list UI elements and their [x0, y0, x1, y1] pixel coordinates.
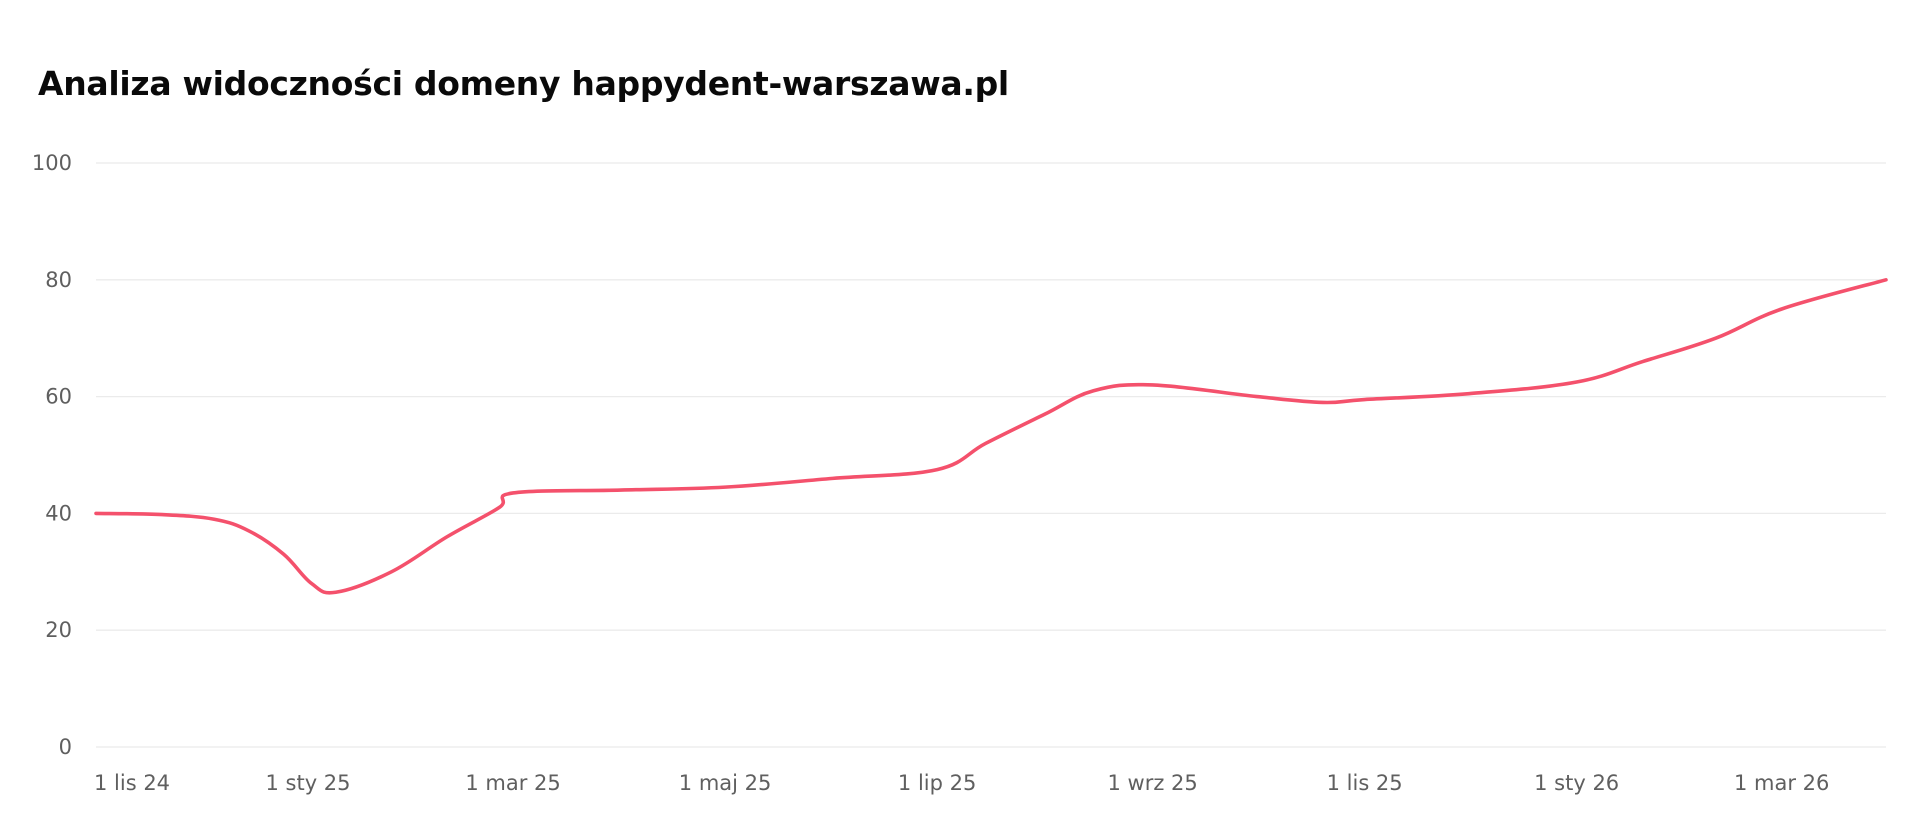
chart-title: Analiza widoczności domeny happydent-war… [38, 64, 1009, 103]
x-axis-ticks: 1 lis 24 1 sty 25 1 mar 25 1 maj 25 1 lip 25… [94, 771, 1829, 795]
y-tick-label: 100 [32, 151, 72, 175]
gridlines [96, 162, 1886, 748]
y-tick-label: 80 [45, 268, 72, 292]
y-axis-ticks: 0 20 40 60 80 100 [32, 151, 72, 759]
y-tick-label: 20 [45, 618, 72, 642]
y-tick-label: 40 [45, 501, 72, 525]
y-tick-label: 0 [59, 735, 72, 759]
x-tick-label: 1 lis 25 [1327, 771, 1403, 795]
x-tick-label: 1 sty 25 [265, 771, 350, 795]
series-lines [94, 278, 1888, 595]
x-tick-label: 1 lis 24 [94, 771, 170, 795]
x-tick-label: 1 maj 25 [679, 771, 772, 795]
x-tick-label: 1 sty 26 [1534, 771, 1619, 795]
x-tick-label: 1 mar 25 [465, 771, 560, 795]
x-tick-label: 1 lip 25 [898, 771, 976, 795]
x-tick-label: 1 wrz 25 [1107, 771, 1197, 795]
x-tick-label: 1 mar 26 [1734, 771, 1829, 795]
y-tick-label: 60 [45, 385, 72, 409]
series-line-0 [94, 278, 1888, 595]
